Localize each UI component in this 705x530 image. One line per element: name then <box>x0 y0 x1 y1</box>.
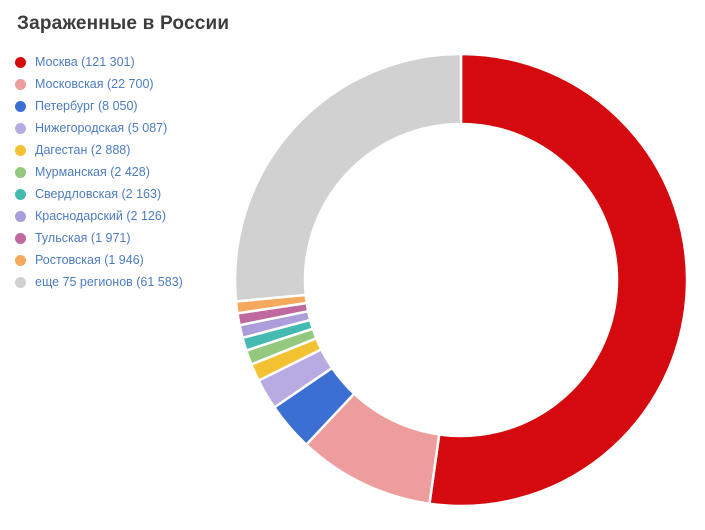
legend-color-dot <box>15 188 26 200</box>
donut-segment-1[interactable] <box>428 52 689 508</box>
legend-color-dot <box>15 100 26 112</box>
legend-item-3[interactable]: Петербург (8 050) <box>15 95 183 117</box>
chart-legend: Москва (121 301) Московская (22 700) Петер… <box>15 51 183 293</box>
legend-label: Ростовская (1 946) <box>35 253 144 267</box>
legend-color-dot <box>15 144 26 156</box>
legend-item-6[interactable]: Мурманская (2 428) <box>15 161 183 183</box>
legend-label: Краснодарский (2 126) <box>35 209 166 223</box>
legend-color-dot <box>15 210 26 222</box>
legend-item-8[interactable]: Краснодарский (2 126) <box>15 205 183 227</box>
legend-item-10[interactable]: Ростовская (1 946) <box>15 249 183 271</box>
legend-color-dot <box>15 276 26 288</box>
legend-item-7[interactable]: Свердловская (2 163) <box>15 183 183 205</box>
legend-item-4[interactable]: Нижегородская (5 087) <box>15 117 183 139</box>
legend-color-dot <box>15 78 26 90</box>
chart-title: Зараженные в России <box>17 13 230 34</box>
donut-segment-11[interactable] <box>233 52 463 303</box>
legend-label: Московская (22 700) <box>35 77 154 91</box>
legend-color-dot <box>15 254 26 266</box>
legend-color-dot <box>15 232 26 244</box>
legend-label: Свердловская (2 163) <box>35 187 162 201</box>
legend-color-dot <box>15 122 26 134</box>
legend-label: Петербург (8 050) <box>35 99 138 113</box>
legend-item-9[interactable]: Тульская (1 971) <box>15 227 183 249</box>
legend-item-1[interactable]: Москва (121 301) <box>15 51 183 73</box>
legend-color-dot <box>15 56 26 68</box>
legend-item-2[interactable]: Московская (22 700) <box>15 73 183 95</box>
legend-color-dot <box>15 166 26 178</box>
legend-label: Дагестан (2 888) <box>35 143 131 157</box>
legend-label: Москва (121 301) <box>35 55 135 69</box>
legend-label: Нижегородская (5 087) <box>35 121 168 135</box>
legend-label: Тульская (1 971) <box>35 231 131 245</box>
legend-label: Мурманская (2 428) <box>35 165 150 179</box>
legend-label: еще 75 регионов (61 583) <box>35 275 183 289</box>
legend-item-11[interactable]: еще 75 регионов (61 583) <box>15 271 183 293</box>
legend-item-5[interactable]: Дагестан (2 888) <box>15 139 183 161</box>
